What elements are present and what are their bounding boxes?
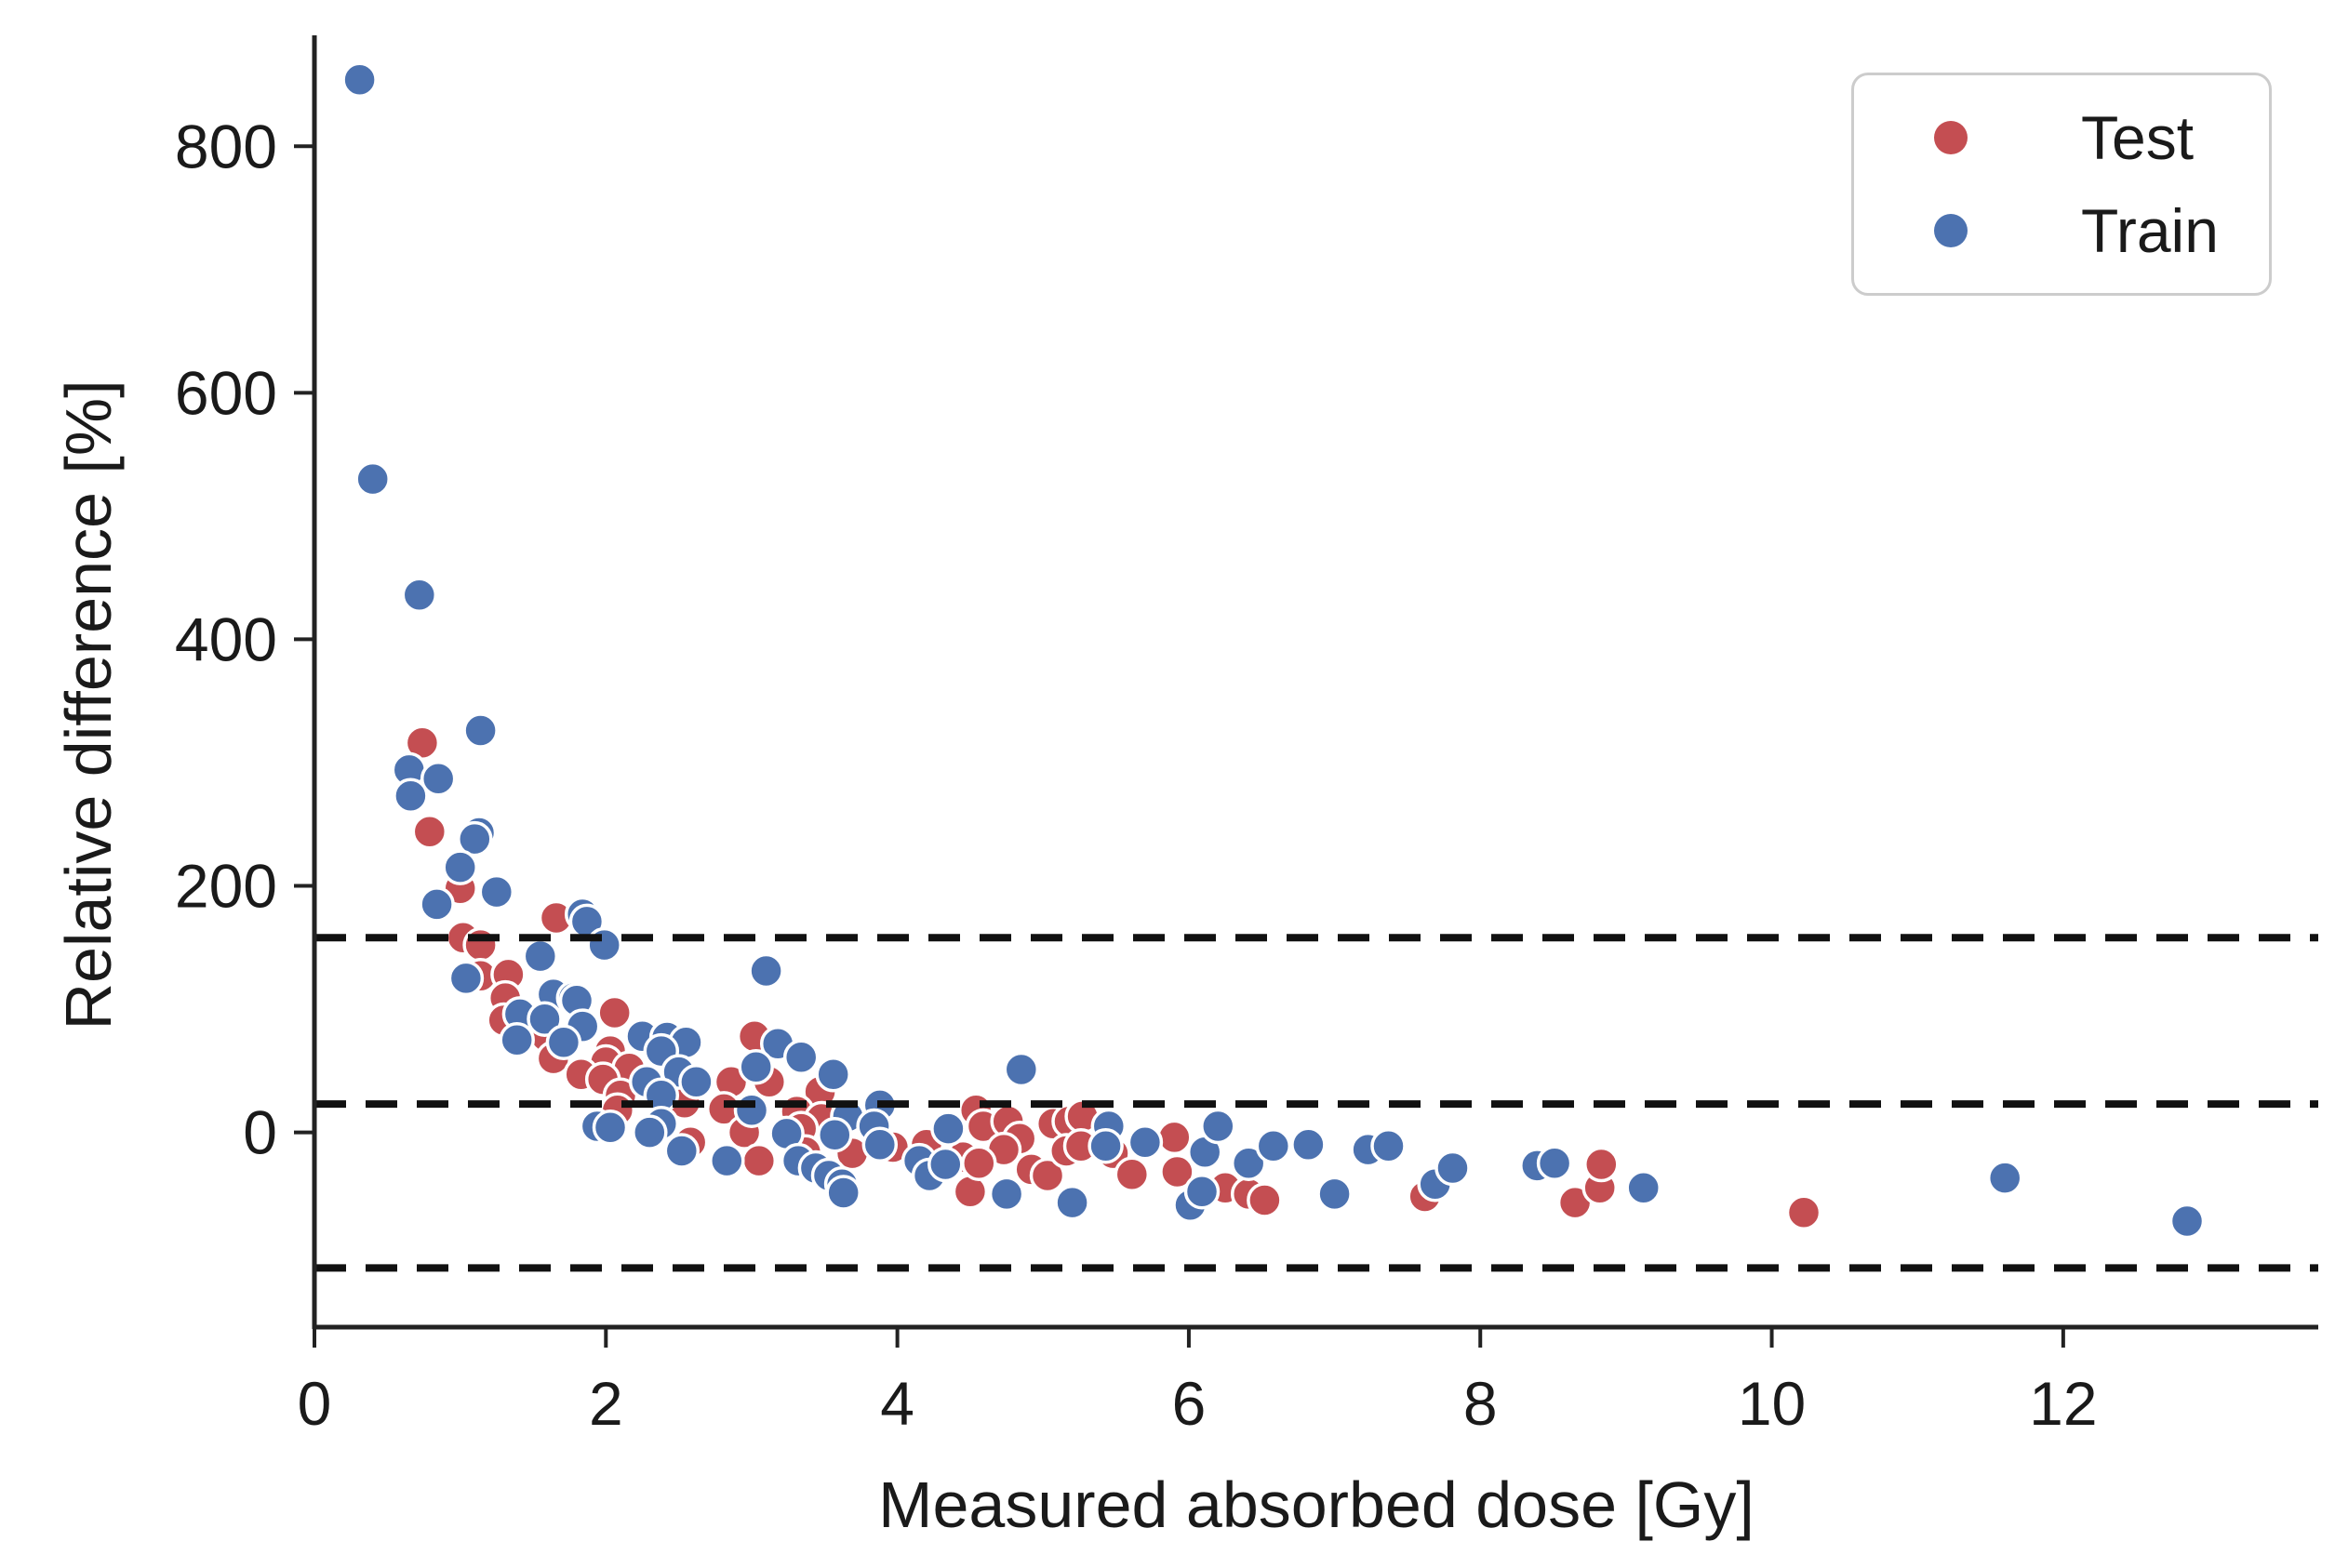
data-point [596,994,633,1031]
data-point [499,1021,535,1058]
data-point [545,1024,582,1061]
data-point [1370,1127,1407,1164]
data-point [815,1056,851,1093]
data-point [927,1146,964,1183]
x-tick-label: 12 [2029,1369,2097,1438]
data-point [817,1116,853,1153]
data-point [961,1145,997,1181]
data-point [1054,1184,1090,1221]
data-point [401,577,438,613]
legend: Test Train [1851,73,2272,296]
data-point [354,460,391,498]
x-tick-label: 6 [1172,1369,1207,1438]
data-point [1230,1145,1267,1181]
data-point [1316,1176,1353,1213]
legend-item-test: Test [1934,107,2269,168]
data-point [1290,1126,1327,1163]
data-point [632,1114,668,1150]
data-point [522,937,559,975]
data-point [861,1126,899,1163]
y-tick-label: 400 [175,605,277,673]
data-point [930,1110,967,1147]
data-point [1434,1149,1471,1187]
x-tick-label: 10 [1738,1369,1806,1438]
data-point [733,1092,770,1128]
test-marker-icon [1934,121,1968,154]
train-marker-icon [1934,214,1968,247]
data-point [1159,1153,1195,1190]
data-point [341,61,378,98]
data-point [411,813,448,850]
y-tick-label: 800 [175,112,277,180]
data-point [420,760,457,797]
x-tick-label: 2 [589,1369,623,1438]
data-point [988,1176,1025,1213]
x-axis-label: Measured absorbed dose [Gy] [878,1468,1755,1541]
data-point [1114,1156,1151,1192]
data-point [1183,1173,1221,1210]
x-tick-label: 4 [880,1369,914,1438]
data-point [678,1063,714,1100]
y-tick-label: 200 [175,852,277,921]
data-point [419,886,455,923]
legend-item-train: Train [1934,200,2269,261]
data-point [527,1001,563,1037]
data-point [1247,1182,1283,1218]
axis-ticks: 0 2 4 6 8 10 12 0 200 400 600 800 [175,112,2098,1438]
data-point [1536,1145,1573,1181]
data-point [1785,1194,1822,1230]
data-point [1200,1108,1236,1145]
data-point [2168,1203,2206,1240]
data-point [1029,1157,1066,1194]
x-tick-label: 0 [298,1369,332,1438]
data-point [1986,1160,2023,1196]
series-train [341,61,2206,1240]
data-point [782,1039,820,1075]
data-point [825,1175,861,1211]
legend-label-train: Train [2081,196,2219,265]
data-point [592,1110,629,1146]
data-point [457,820,493,857]
data-point [442,849,478,885]
data-point [478,873,515,910]
data-point [1583,1146,1620,1183]
data-point [1255,1127,1292,1164]
reference-lines [314,934,2318,1272]
data-point [1127,1123,1164,1161]
data-point [709,1142,745,1179]
axes-spines [312,35,2318,1330]
data-point [663,1133,700,1169]
data-point [1156,1119,1193,1156]
data-point [447,960,485,997]
data-point [1087,1127,1124,1164]
data-point [741,1142,778,1179]
data-point [738,1049,774,1085]
data-point [462,712,499,749]
data-point [393,777,429,815]
data-point [586,926,622,963]
x-tick-label: 8 [1463,1369,1498,1438]
data-point [462,926,499,963]
data-point [1625,1169,1661,1206]
y-tick-label: 600 [175,358,277,427]
y-axis-label: Relative difference [%] [52,379,125,1030]
y-tick-label: 0 [243,1098,277,1167]
data-point [748,952,784,990]
legend-label-test: Test [2081,103,2195,172]
data-point [1003,1051,1040,1088]
